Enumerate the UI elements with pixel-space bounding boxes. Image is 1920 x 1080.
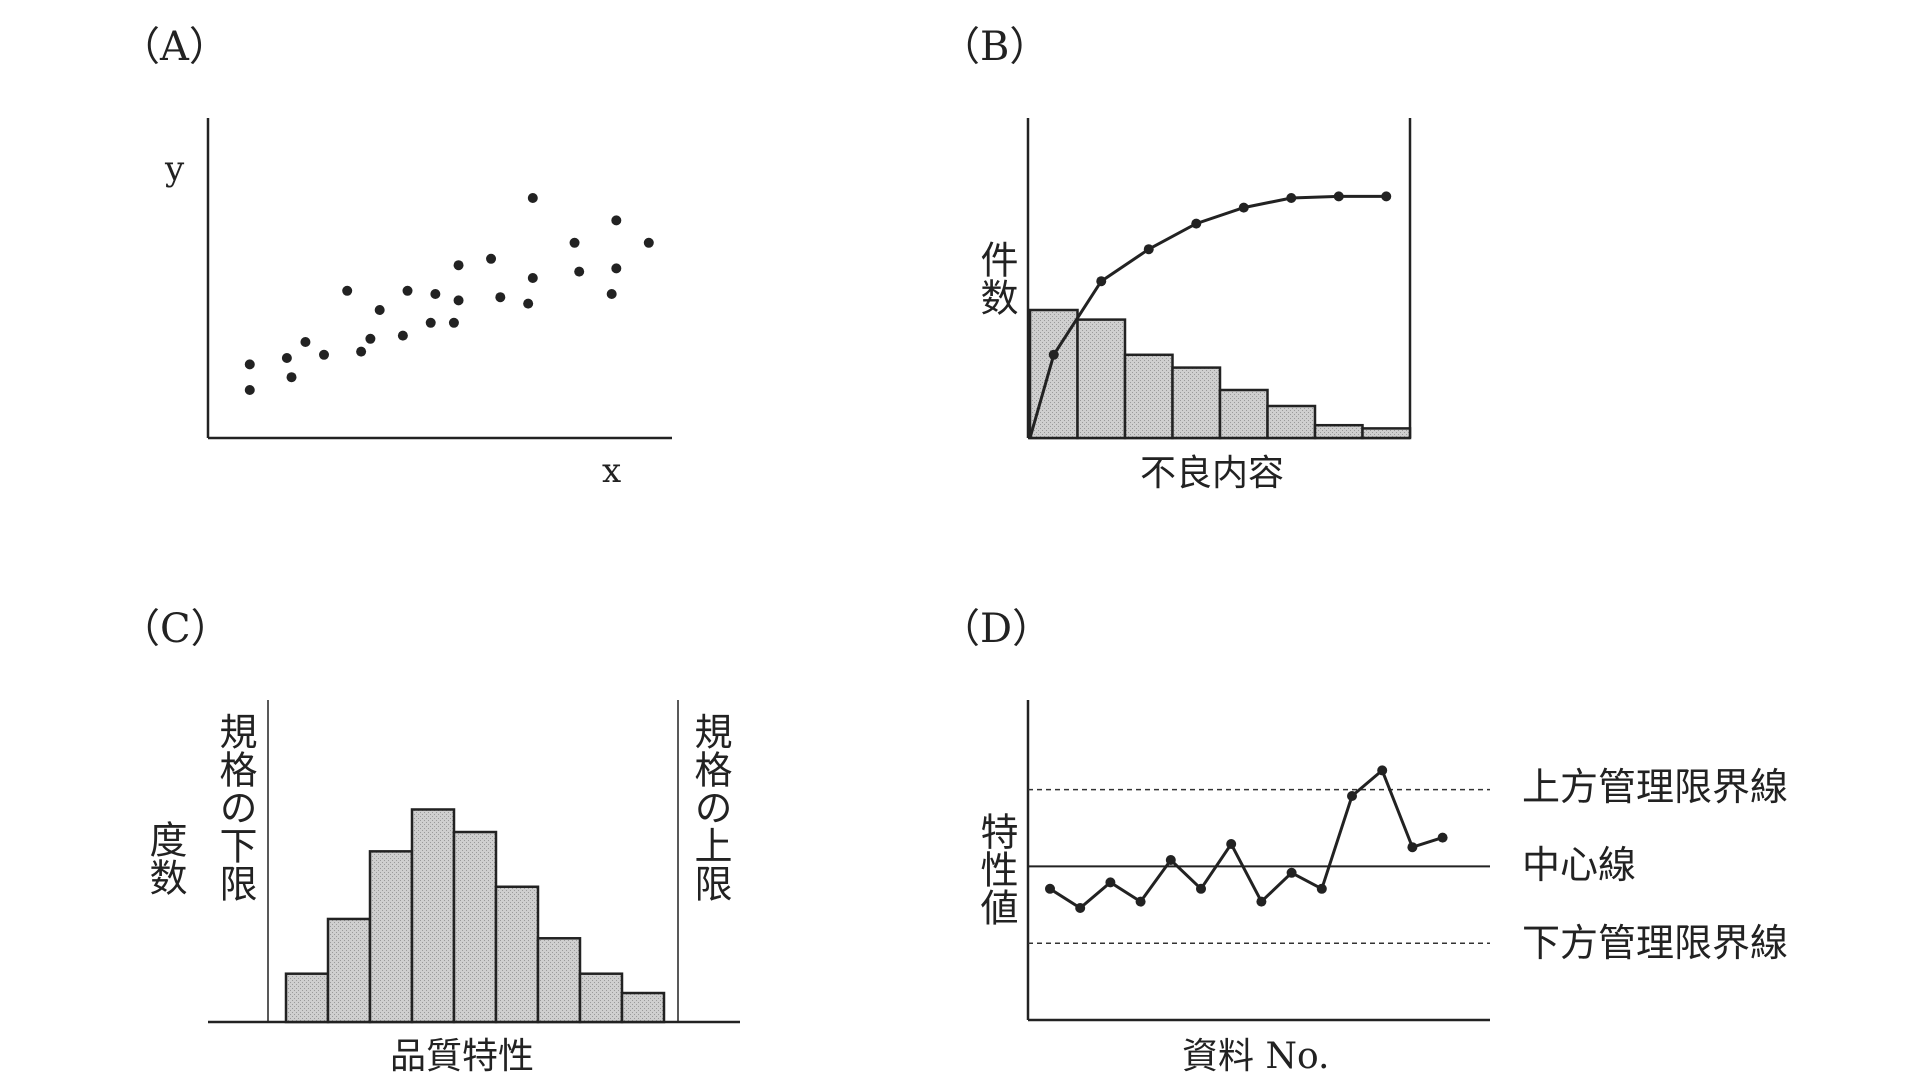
scatter-point-8: [356, 346, 367, 357]
pareto-cumulative-point-5: [1238, 202, 1249, 213]
scatter-point-19: [495, 292, 506, 303]
control-point-3: [1105, 877, 1116, 888]
panel-label-d: （D）: [940, 606, 1053, 652]
histogram-bar-6: [494, 885, 540, 1024]
control-series-path: [1049, 767, 1444, 910]
histogram-bar-5: [452, 830, 498, 1024]
scatter-y-label: y: [164, 149, 185, 189]
pareto-bar-8: [1361, 427, 1412, 440]
pareto-cumulative-point-3: [1143, 244, 1154, 255]
scatter-point-24: [574, 266, 585, 277]
scatter-point-2: [244, 359, 255, 370]
scatter-point-1: [244, 385, 255, 395]
scatter-point-12: [402, 285, 413, 296]
scatter-point-7: [342, 285, 353, 296]
scatter-point-22: [527, 193, 538, 203]
scatter-point-27: [611, 263, 622, 274]
control-chart-d: 特性値 資料 No. 上方管理限界線 中心線 下方管理限界線: [974, 700, 1788, 1077]
scatter-point-23: [569, 237, 580, 248]
pareto-bar-7: [1313, 423, 1364, 440]
control-point-10: [1316, 883, 1327, 894]
pareto-x-label: 不良内容: [1140, 453, 1284, 494]
scatter-point-16: [453, 295, 464, 306]
control-point-1: [1045, 883, 1055, 894]
control-point-4: [1135, 896, 1146, 907]
histogram-bar-7: [536, 937, 582, 1024]
scatter-point-5: [300, 337, 311, 347]
histogram-bar-3: [368, 850, 414, 1024]
control-point-9: [1286, 867, 1297, 878]
scatter-point-18: [486, 253, 497, 264]
scatter-point-14: [430, 289, 441, 299]
ucl-label: 上方管理限界線: [1522, 765, 1788, 809]
scatter-point-17: [453, 260, 464, 271]
histogram-y-label: 度数: [143, 820, 187, 896]
panel-label-c: （C）: [120, 606, 231, 652]
pareto-cumulative-line: [1028, 191, 1392, 439]
pareto-cumulative-point-2: [1096, 276, 1107, 287]
pareto-cumulative-point-1: [1048, 349, 1059, 360]
scatter-point-6: [319, 349, 329, 360]
pareto-cumulative-point-4: [1191, 218, 1202, 229]
control-point-6: [1196, 883, 1206, 894]
scatter-x-label: x: [602, 451, 621, 491]
pareto-bar-6: [1266, 404, 1317, 440]
pareto-bar-2: [1076, 318, 1127, 440]
center-line-label: 中心線: [1522, 843, 1636, 887]
scatter-point-21: [527, 273, 538, 283]
pareto-cumulative-point-6: [1286, 193, 1297, 203]
upper-spec-label: 規格の上限: [688, 712, 732, 902]
pareto-chart-b: 件数 不良内容: [974, 118, 1412, 494]
control-y-label: 特性値: [974, 812, 1018, 926]
control-point-7: [1226, 839, 1237, 849]
pareto-cumulative-point-7: [1333, 191, 1344, 202]
control-point-2: [1075, 903, 1086, 913]
scatter-chart-a: y x: [164, 118, 672, 491]
scatter-points: [244, 193, 654, 395]
scatter-point-3: [281, 353, 292, 363]
histogram-bar-1: [284, 972, 330, 1024]
histogram-bar-4: [410, 808, 456, 1024]
scatter-point-15: [448, 317, 459, 328]
control-series: [1045, 765, 1448, 913]
pareto-bars: [1028, 308, 1412, 440]
control-point-14: [1437, 832, 1448, 843]
control-point-12: [1377, 765, 1388, 776]
panel-label-a: （A）: [120, 24, 229, 70]
scatter-point-10: [374, 305, 385, 315]
control-point-13: [1407, 842, 1418, 853]
control-x-label: 資料 No.: [1182, 1036, 1329, 1077]
histogram-chart-c: 度数 規格の下限 規格の上限 品質特性: [143, 700, 740, 1077]
histogram-x-label: 品質特性: [390, 1036, 534, 1077]
scatter-point-26: [611, 215, 622, 226]
scatter-point-9: [365, 333, 376, 344]
pareto-cumulative-point-8: [1381, 191, 1392, 202]
scatter-point-11: [397, 330, 408, 341]
scatter-point-25: [606, 289, 617, 299]
histogram-bars: [284, 808, 666, 1024]
control-limit-lines: [1028, 788, 1490, 944]
lcl-label: 下方管理限界線: [1522, 921, 1788, 965]
pareto-bar-3: [1123, 353, 1174, 440]
histogram-bar-9: [620, 991, 666, 1024]
pareto-y-label: 件数: [974, 240, 1018, 316]
scatter-point-20: [523, 298, 534, 309]
lower-spec-label: 規格の下限: [213, 712, 257, 902]
pareto-bar-4: [1171, 366, 1222, 440]
histogram-bar-8: [578, 972, 624, 1024]
histogram-bar-2: [326, 917, 372, 1024]
control-point-5: [1165, 855, 1176, 865]
panel-label-b: （B）: [940, 24, 1050, 70]
scatter-point-4: [286, 372, 297, 383]
scatter-point-13: [425, 317, 436, 328]
pareto-bar-5: [1218, 388, 1269, 440]
scatter-point-28: [643, 237, 654, 248]
control-point-11: [1347, 791, 1357, 801]
control-point-8: [1256, 896, 1267, 907]
